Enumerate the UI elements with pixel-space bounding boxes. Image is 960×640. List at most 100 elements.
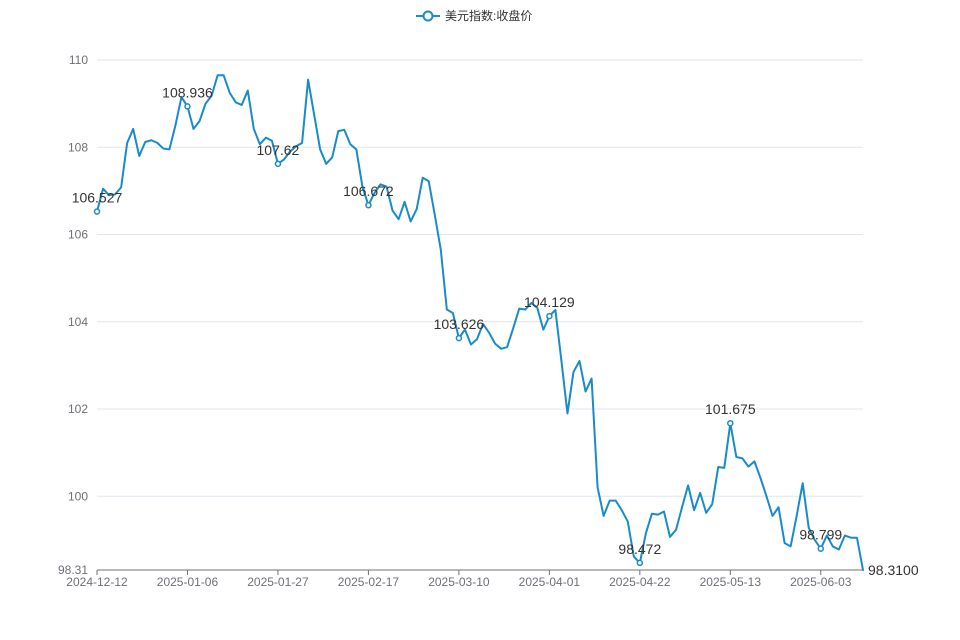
data-point — [312, 113, 316, 117]
data-point — [578, 359, 582, 363]
data-point — [831, 544, 835, 548]
data-point — [710, 502, 714, 506]
data-point — [837, 547, 841, 551]
y-tick-label: 108 — [68, 140, 88, 154]
data-label: 107.62 — [257, 142, 300, 158]
data-point — [590, 376, 594, 380]
data-point — [656, 513, 660, 517]
y-tick-label: 98.31 — [58, 563, 88, 577]
data-point — [173, 123, 177, 127]
data-point — [192, 127, 196, 131]
data-point — [559, 359, 563, 363]
data-point — [246, 89, 250, 93]
data-point — [505, 345, 509, 349]
data-point — [493, 342, 497, 346]
data-point — [650, 512, 654, 516]
data-point-marker — [93, 208, 101, 215]
data-point — [789, 544, 793, 548]
data-point — [740, 456, 744, 460]
x-tick-label: 2025-05-13 — [700, 575, 762, 589]
data-point — [131, 127, 135, 131]
x-tick-label: 2025-02-17 — [338, 575, 400, 589]
x-tick-label: 2025-01-27 — [247, 575, 309, 589]
data-point — [602, 514, 606, 518]
data-point — [801, 481, 805, 485]
data-point — [608, 499, 612, 503]
data-point — [620, 508, 624, 512]
data-point — [644, 531, 648, 535]
legend[interactable]: 美元指数:收盘价 — [416, 8, 532, 23]
data-point — [626, 520, 630, 524]
data-point — [167, 147, 171, 151]
data-point — [403, 200, 407, 204]
data-point — [300, 141, 304, 145]
data-point — [222, 73, 226, 77]
data-point — [843, 534, 847, 538]
series-line — [96, 74, 864, 571]
end-value-label: 98.3100 — [868, 562, 919, 578]
y-tick-label: 100 — [68, 489, 88, 503]
data-point — [330, 155, 334, 159]
data-point — [596, 486, 600, 490]
data-point — [451, 311, 455, 315]
x-tick-label: 2025-01-06 — [157, 575, 219, 589]
data-point — [155, 141, 159, 145]
data-point — [704, 511, 708, 515]
data-point — [198, 119, 202, 123]
data-point — [565, 411, 569, 415]
data-point — [662, 510, 666, 514]
data-point — [783, 541, 787, 545]
data-point — [318, 147, 322, 151]
data-point — [421, 176, 425, 180]
data-label: 103.626 — [434, 316, 485, 332]
data-point — [764, 494, 768, 498]
data-label: 106.672 — [343, 183, 394, 199]
data-point — [795, 514, 799, 518]
x-tick-label: 2025-06-03 — [790, 575, 852, 589]
x-tick-label: 2024-12-12 — [66, 575, 128, 589]
data-point — [475, 337, 479, 341]
data-point — [137, 154, 141, 158]
data-point — [698, 491, 702, 495]
data-point — [777, 505, 781, 509]
data-point — [614, 499, 618, 503]
data-point-marker — [817, 545, 825, 552]
data-point — [282, 157, 286, 161]
data-point — [427, 179, 431, 183]
data-point — [680, 505, 684, 509]
data-point — [354, 147, 358, 151]
data-point — [571, 370, 575, 374]
data-labels: 106.527 108.936 107.62 106.672 103.626 104.12… — [72, 84, 842, 567]
data-point — [686, 483, 690, 487]
data-point — [752, 459, 756, 463]
legend-label[interactable]: 美元指数:收盘价 — [445, 8, 532, 23]
data-label: 108.936 — [162, 84, 213, 100]
data-point — [125, 141, 129, 145]
data-point — [861, 568, 865, 572]
data-point — [234, 100, 238, 104]
data-point — [143, 140, 147, 144]
data-point — [342, 128, 346, 132]
data-point — [584, 390, 588, 394]
data-point-marker — [365, 201, 372, 209]
data-point-marker — [455, 334, 463, 342]
data-label: 98.472 — [618, 541, 661, 557]
y-tick-label: 106 — [68, 228, 88, 242]
y-tick-label: 110 — [69, 53, 88, 67]
data-point — [771, 514, 775, 518]
data-point — [240, 103, 244, 107]
data-point — [264, 136, 268, 140]
data-point — [348, 142, 352, 146]
y-tick-label: 102 — [68, 402, 88, 416]
data-point — [397, 217, 401, 221]
data-point — [336, 129, 340, 133]
data-point — [204, 102, 208, 106]
data-point — [439, 248, 443, 252]
data-point — [216, 73, 220, 77]
data-point — [161, 147, 165, 151]
legend-circle-icon — [422, 10, 434, 22]
data-point-marker — [636, 559, 644, 567]
data-point-marker — [546, 312, 553, 320]
data-point — [391, 209, 395, 213]
